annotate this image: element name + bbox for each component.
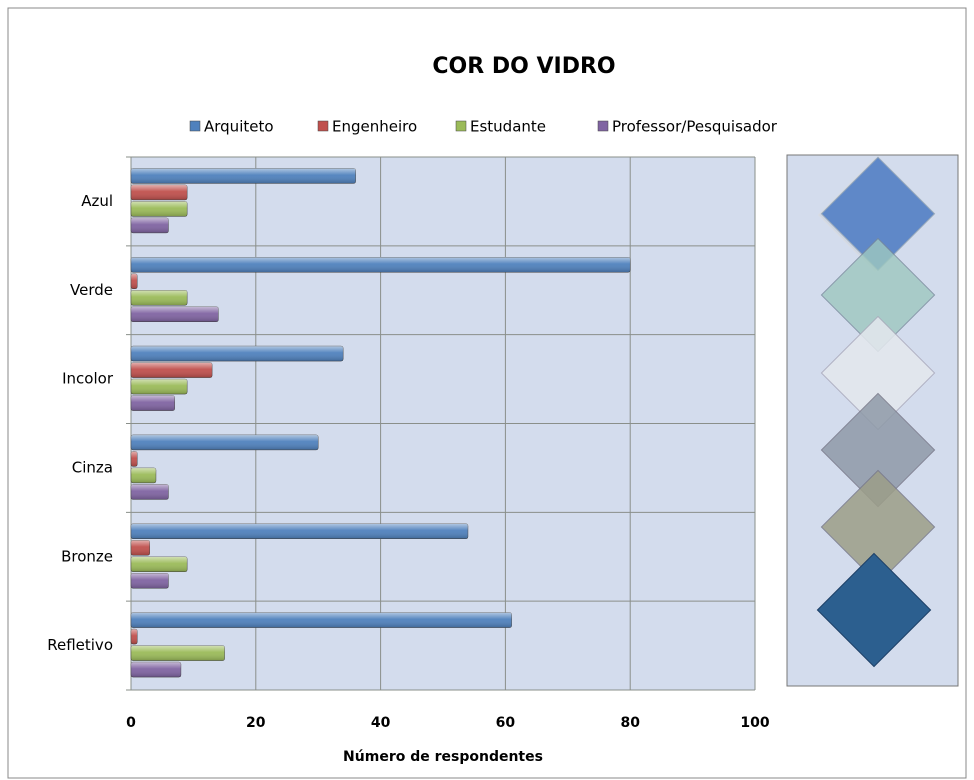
bar-shine [131,556,188,572]
chart-title: COR DO VIDRO [432,54,615,79]
legend-label: Arquiteto [204,118,274,136]
bar-shine [131,273,138,289]
bar-shine [131,168,356,184]
y-tick-label: Verde [70,281,113,299]
bar-shine [131,540,150,556]
bar-shine [131,451,138,467]
y-tick-label: Bronze [61,547,113,565]
bar-shine [131,434,319,450]
bar-shine [131,629,138,645]
x-tick-label: 100 [740,715,769,731]
legend-swatch [317,120,329,132]
x-tick-label: 40 [371,715,391,731]
bar-shine [131,612,512,628]
legend-label: Professor/Pesquisador [612,118,778,136]
bar-shine [131,379,188,395]
legend-swatch [189,120,201,132]
bar-shine [131,523,468,539]
legend-label: Estudante [470,118,546,136]
bar-shine [131,184,188,200]
x-axis-title: Número de respondentes [343,749,543,765]
x-tick-label: 60 [496,715,516,731]
bar-shine [131,290,188,306]
glass-panel [786,154,959,687]
x-tick-label: 80 [620,715,640,731]
legend-swatch [455,120,467,132]
bar-shine [131,573,169,589]
legend-swatch [597,120,609,132]
bar-shine [131,484,169,500]
bar-shine [131,217,169,233]
bar-shine [131,257,631,273]
x-tick-label: 20 [246,715,266,731]
x-tick-label: 0 [126,715,136,731]
bar-shine [131,645,225,661]
y-tick-label: Refletivo [47,636,113,654]
bar-shine [131,467,156,483]
bar-shine [131,395,175,411]
bar-shine [131,306,219,322]
y-tick-label: Cinza [72,458,113,476]
bar-shine [131,662,181,678]
bar-shine [131,201,188,217]
y-tick-label: Azul [81,192,113,210]
bar-shine [131,362,213,378]
bar-shine [131,346,344,362]
legend-label: Engenheiro [332,118,417,136]
y-tick-label: Incolor [62,370,114,388]
